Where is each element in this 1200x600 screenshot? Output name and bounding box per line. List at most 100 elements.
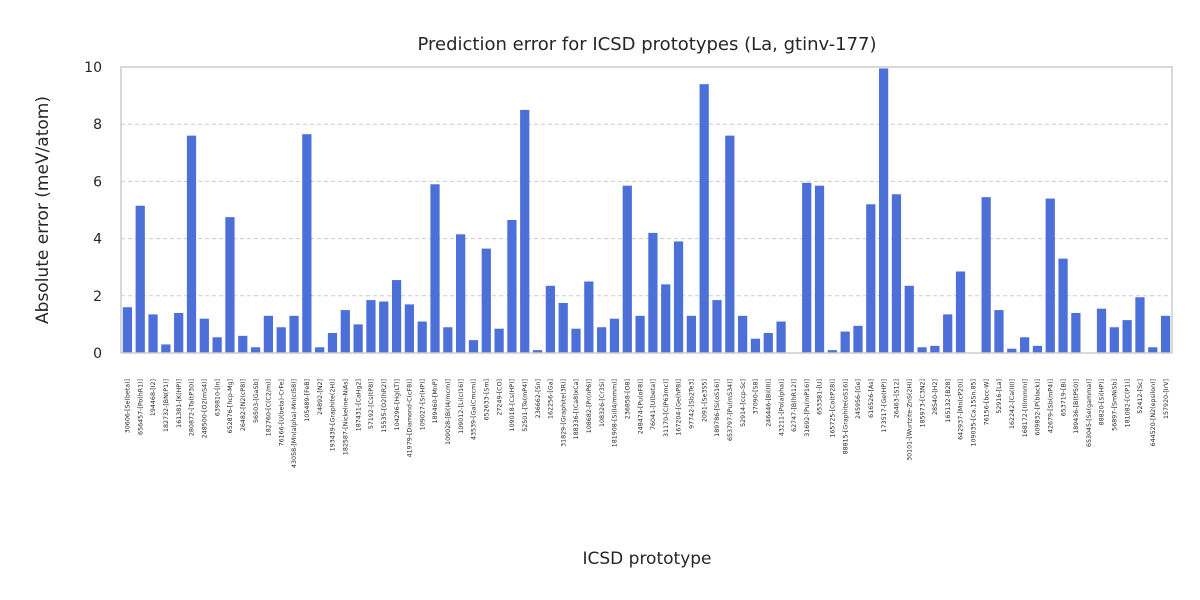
x-tick-label: 245956-[Ge]: [855, 379, 862, 419]
x-axis-label: ICSD prototype: [582, 549, 711, 569]
bar: [212, 337, 222, 353]
x-tick-label: 30101-[Wurtzite-ZnS(2H)]: [906, 379, 913, 461]
bar: [1135, 297, 1145, 353]
bar: [609, 318, 620, 353]
bar: [738, 315, 748, 353]
x-tick-label: 181082-[C(P1)]: [1124, 379, 1131, 427]
bar: [699, 84, 709, 353]
bar: [994, 310, 1004, 353]
x-tick-label: 652633-[Sm]: [483, 379, 490, 420]
bar: [135, 205, 145, 353]
x-tick-label: 76166-[U(beta)-CrFe]: [278, 379, 285, 446]
x-tick-label: 653719-[Bi]: [1060, 379, 1067, 416]
bar: [814, 185, 825, 353]
bar: [199, 318, 209, 353]
x-tick-label: 42679-[Sb(mP4)]: [1047, 379, 1054, 433]
bar: [507, 220, 517, 353]
chart-title: Prediction error for ICSD prototypes (La…: [417, 34, 876, 55]
gridlines: [121, 123, 1172, 297]
x-tick-label: 616526-[As]: [868, 379, 875, 418]
x-tick-label: 189460-[MnP]: [432, 379, 439, 423]
x-tick-label: 162242-[Ca(III)]: [1009, 379, 1016, 429]
x-tick-label: 88815-[Graphite(oS16)]: [842, 379, 849, 454]
x-tick-label: 30606-[Se(beta)]: [125, 379, 132, 433]
x-tick-label: 653381-[U]: [817, 379, 824, 415]
bar: [635, 315, 645, 353]
bar: [545, 285, 555, 353]
x-tick-label: 76156-[bcc-W]: [983, 379, 990, 425]
x-tick-label: 37090-[S8]: [753, 379, 760, 414]
x-tick-label: 187431-[CaHg2]: [355, 379, 362, 431]
bar: [622, 185, 632, 353]
bar: [340, 310, 350, 353]
x-tick-label: 31829-[Graphite(3R)]: [560, 379, 567, 447]
bar: [597, 327, 607, 353]
x-tick-label: 52916-[La]: [996, 379, 1003, 414]
bar: [1032, 345, 1043, 353]
x-tick-label: 109027-[Sr(HP)]: [419, 379, 426, 430]
x-tick-label: 182732-[BN(P1)]: [163, 379, 170, 432]
bar: [661, 284, 671, 353]
x-tick-label: 189436-[B(tP50)]: [1073, 379, 1080, 434]
x-tick-label: 97742-[Sb2Te3]: [689, 379, 696, 429]
bar: [943, 314, 953, 353]
x-tick-label: 27249-[CO]: [496, 379, 503, 416]
bar: [686, 315, 696, 353]
bar: [891, 194, 902, 353]
x-tick-label: 248500-[O2(mS4)]: [202, 379, 209, 438]
y-tick-label: 10: [84, 60, 102, 76]
x-tick-label: 31170-[C(P63mc)]: [663, 379, 670, 437]
x-tick-label: 108682-[Pr(nP6)]: [586, 379, 593, 433]
bar: [981, 197, 991, 353]
x-tick-label: 182760-[C(C2/m)]: [266, 379, 273, 436]
bar: [955, 271, 966, 353]
bar: [904, 285, 914, 353]
y-axis-label: Absolute error (meV/atom): [33, 96, 53, 324]
bars: [122, 68, 1171, 354]
x-tick-label: 109035-[Ca.15Sn.85]: [971, 379, 978, 447]
x-tick-label: 185973-[C3N2]: [919, 379, 926, 427]
bar: [879, 68, 889, 354]
x-tick-label: 656457-[Po(hR1)]: [137, 379, 144, 435]
plot-frame: [120, 66, 1173, 354]
bar: [379, 301, 389, 353]
x-tick-label: 182587-[Nickeline-NiAs]: [342, 379, 349, 455]
bar: [1148, 347, 1158, 353]
x-tick-label: 31692-[Pu(mP16)]: [804, 379, 811, 437]
bar: [417, 321, 427, 353]
bar: [802, 182, 812, 353]
x-tick-label: 168172-[I(Immm)]: [1022, 379, 1029, 437]
bar: [122, 307, 133, 353]
bar: [327, 332, 338, 353]
x-tick-label: 194468-[I2]: [150, 379, 157, 416]
x-tick-label: 108326-[Cr3Si]: [599, 379, 606, 427]
x-tick-label: 188336-[(Ca8)xCa]: [573, 379, 580, 439]
bar: [712, 300, 722, 353]
bar: [673, 241, 684, 353]
bar: [763, 332, 773, 353]
x-tick-labels: 30606-[Se(beta)] 656457-[Po(hR1)] 194468-[…: [125, 379, 1170, 468]
x-tick-label: 165132-[B28]: [945, 379, 952, 423]
y-tick-label: 0: [93, 346, 102, 362]
x-tick-label: 248474-[Pu(oF8)]: [637, 379, 644, 434]
x-tick-label: 161381-[K(HP)]: [176, 379, 183, 428]
bar: [148, 314, 158, 353]
y-tick-label: 4: [93, 232, 102, 248]
x-tick-label: 109018-[Cs(HP)]: [509, 379, 516, 431]
x-tick-label: 62747-[B(hR12)]: [791, 379, 798, 432]
bar: [250, 347, 261, 353]
x-tick-label: 57192-[Cs(tP8)]: [368, 379, 375, 429]
x-tick-label: 28540-[H2]: [932, 379, 939, 415]
bar: [174, 312, 184, 353]
x-tick-label: 653045-[Se(gamma)]: [1086, 379, 1093, 447]
bar: [161, 344, 171, 353]
bar: [1160, 315, 1171, 353]
x-tick-label: 43539-[Ga(Cmcm)]: [471, 379, 478, 440]
bar: [558, 302, 568, 353]
x-tick-label: 109012-[Li(cI16)]: [458, 379, 465, 434]
x-tick-label: 2091-[Se3S5]: [701, 379, 708, 422]
bar: [584, 281, 594, 353]
x-tick-label: 43211-[Po(alpha)]: [778, 379, 785, 436]
x-tick-label: 157920-[IrV]: [1163, 379, 1170, 419]
